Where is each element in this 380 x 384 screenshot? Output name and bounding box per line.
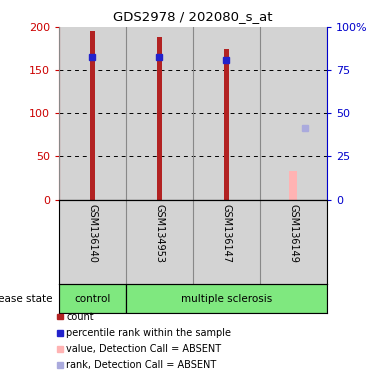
Bar [193, 200, 260, 284]
Bar [59, 200, 126, 284]
Bar [193, 27, 260, 200]
Text: percentile rank within the sample: percentile rank within the sample [66, 328, 231, 338]
Bar [90, 31, 95, 200]
Text: rank, Detection Call = ABSENT: rank, Detection Call = ABSENT [66, 360, 217, 370]
Bar [260, 27, 327, 200]
Text: GSM136140: GSM136140 [87, 204, 97, 263]
Title: GDS2978 / 202080_s_at: GDS2978 / 202080_s_at [113, 10, 272, 23]
Text: disease state: disease state [0, 293, 52, 304]
FancyBboxPatch shape [59, 284, 126, 313]
Bar [126, 200, 193, 284]
Bar [224, 50, 229, 200]
FancyBboxPatch shape [126, 284, 327, 313]
Bar [260, 200, 327, 284]
Text: GSM136149: GSM136149 [288, 204, 298, 263]
Bar [126, 27, 193, 200]
Text: GSM136147: GSM136147 [221, 204, 231, 263]
Text: GSM134953: GSM134953 [154, 204, 165, 263]
Text: control: control [74, 293, 111, 304]
Bar [289, 171, 297, 200]
Text: multiple sclerosis: multiple sclerosis [181, 293, 272, 304]
Bar [157, 37, 162, 200]
Text: count: count [66, 312, 94, 322]
Text: value, Detection Call = ABSENT: value, Detection Call = ABSENT [66, 344, 222, 354]
Bar [59, 27, 126, 200]
